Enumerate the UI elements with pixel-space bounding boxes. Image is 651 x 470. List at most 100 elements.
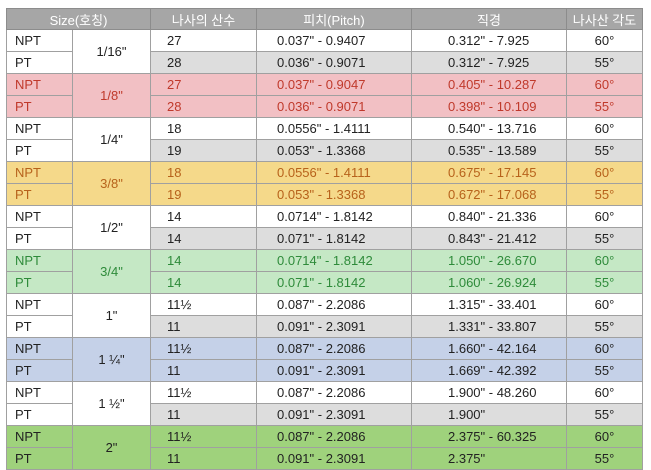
size-cell: 3/8"	[72, 161, 151, 206]
angle-cell: 60°	[566, 73, 643, 96]
thread-type-cell: PT	[6, 271, 73, 294]
diameter-cell: 0.312" - 7.925	[411, 29, 567, 52]
size-cell: 1 ¼"	[72, 337, 151, 382]
diameter-cell: 1.669" - 42.392	[411, 359, 567, 382]
table-row: NPT 1/8" 27 0.037" - 0.9047 0.405" - 10.287 6…	[6, 73, 643, 118]
pitch-cell: 0.053" - 1.3368	[256, 183, 412, 206]
diameter-cell: 0.312" - 7.925	[411, 51, 567, 74]
pitch-cell: 0.087" - 2.2086	[256, 425, 412, 448]
thread-type-cell: NPT	[6, 381, 73, 404]
tpi-cell: 19	[150, 139, 257, 162]
pitch-cell: 0.0714" - 1.8142	[256, 205, 412, 228]
thread-spec-table: Size(호칭) 나사의 산수 피치(Pitch) 직경 나사산 각도 NPT 1…	[6, 8, 643, 470]
angle-cell: 55°	[566, 447, 643, 470]
pitch-cell: 0.071" - 1.8142	[256, 271, 412, 294]
tpi-cell: 11½	[150, 425, 257, 448]
tpi-cell: 18	[150, 117, 257, 140]
pitch-cell: 0.091" - 2.3091	[256, 403, 412, 426]
table-row: PT 11 0.091" - 2.3091 1.669" - 42.392 55°	[6, 359, 643, 382]
diameter-cell: 0.843" - 21.412	[411, 227, 567, 250]
angle-cell: 60°	[566, 381, 643, 404]
thread-type-cell: PT	[6, 183, 73, 206]
thread-type-cell: NPT	[6, 293, 73, 316]
size-cell: 3/4"	[72, 249, 151, 294]
tpi-cell: 18	[150, 161, 257, 184]
size-cell: 2"	[72, 425, 151, 470]
angle-cell: 55°	[566, 95, 643, 118]
thread-type-cell: NPT	[6, 249, 73, 272]
angle-cell: 60°	[566, 293, 643, 316]
table-row: PT 14 0.071" - 1.8142 0.843" - 21.412 55°	[6, 227, 643, 250]
table-body: NPT 1/16" 27 0.037" - 0.9407 0.312" - 7.925 6…	[6, 29, 643, 470]
pitch-cell: 0.091" - 2.3091	[256, 315, 412, 338]
angle-cell: 55°	[566, 315, 643, 338]
tpi-cell: 11	[150, 447, 257, 470]
pitch-cell: 0.037" - 0.9047	[256, 73, 412, 96]
pitch-cell: 0.087" - 2.2086	[256, 293, 412, 316]
tpi-cell: 14	[150, 271, 257, 294]
pitch-cell: 0.091" - 2.3091	[256, 447, 412, 470]
angle-cell: 60°	[566, 425, 643, 448]
thread-type-cell: NPT	[6, 161, 73, 184]
diameter-cell: 0.840" - 21.336	[411, 205, 567, 228]
thread-type-cell: NPT	[6, 337, 73, 360]
pitch-cell: 0.091" - 2.3091	[256, 359, 412, 382]
tpi-cell: 28	[150, 51, 257, 74]
thread-type-cell: NPT	[6, 425, 73, 448]
table-row: PT 11 0.091" - 2.3091 1.331" - 33.807 55°	[6, 315, 643, 338]
tpi-cell: 11	[150, 359, 257, 382]
table-row: PT 19 0.053" - 1.3368 0.535" - 13.589 55°	[6, 139, 643, 162]
angle-cell: 55°	[566, 271, 643, 294]
angle-cell: 55°	[566, 403, 643, 426]
diameter-cell: 1.900" - 48.260	[411, 381, 567, 404]
table-row: PT 14 0.071" - 1.8142 1.060" - 26.924 55°	[6, 271, 643, 294]
diameter-cell: 2.375"	[411, 447, 567, 470]
diameter-cell: 0.675" - 17.145	[411, 161, 567, 184]
table-row: NPT 3/4" 14 0.0714" - 1.8142 1.050" - 26.670…	[6, 249, 643, 294]
table-row: NPT 1 ¼" 11½ 0.087" - 2.2086 1.660" - 42.164…	[6, 337, 643, 382]
thread-type-cell: PT	[6, 227, 73, 250]
angle-cell: 60°	[566, 161, 643, 184]
thread-type-cell: NPT	[6, 117, 73, 140]
tpi-cell: 14	[150, 227, 257, 250]
size-cell: 1/8"	[72, 73, 151, 118]
table-row: NPT 2" 11½ 0.087" - 2.2086 2.375" - 60.325 60…	[6, 425, 643, 470]
angle-cell: 60°	[566, 337, 643, 360]
pitch-cell: 0.036" - 0.9071	[256, 51, 412, 74]
tpi-cell: 11½	[150, 293, 257, 316]
pitch-cell: 0.071" - 1.8142	[256, 227, 412, 250]
table-row: PT 11 0.091" - 2.3091 1.900" 55°	[6, 403, 643, 426]
angle-cell: 55°	[566, 227, 643, 250]
diameter-cell: 0.672" - 17.068	[411, 183, 567, 206]
size-cell: 1/2"	[72, 205, 151, 250]
size-cell: 1/4"	[72, 117, 151, 162]
thread-type-cell: PT	[6, 139, 73, 162]
header-tpi: 나사의 산수	[150, 8, 257, 30]
diameter-cell: 1.315" - 33.401	[411, 293, 567, 316]
pitch-cell: 0.0556" - 1.4111	[256, 117, 412, 140]
diameter-cell: 1.900"	[411, 403, 567, 426]
tpi-cell: 19	[150, 183, 257, 206]
thread-type-cell: PT	[6, 51, 73, 74]
thread-type-cell: PT	[6, 403, 73, 426]
thread-type-cell: PT	[6, 95, 73, 118]
angle-cell: 55°	[566, 51, 643, 74]
diameter-cell: 1.331" - 33.807	[411, 315, 567, 338]
tpi-cell: 11½	[150, 337, 257, 360]
size-cell: 1 ½"	[72, 381, 151, 426]
table-row: NPT 1/16" 27 0.037" - 0.9407 0.312" - 7.925 6…	[6, 29, 643, 74]
header-angle: 나사산 각도	[566, 8, 643, 30]
diameter-cell: 1.060" - 26.924	[411, 271, 567, 294]
thread-type-cell: NPT	[6, 29, 73, 52]
table-row: NPT 1 ½" 11½ 0.087" - 2.2086 1.900" - 48.260…	[6, 381, 643, 426]
table-row: NPT 3/8" 18 0.0556" - 1.4111 0.675" - 17.145…	[6, 161, 643, 206]
pitch-cell: 0.0714" - 1.8142	[256, 249, 412, 272]
size-cell: 1/16"	[72, 29, 151, 74]
angle-cell: 55°	[566, 359, 643, 382]
size-cell: 1"	[72, 293, 151, 338]
thread-type-cell: NPT	[6, 73, 73, 96]
pitch-cell: 0.087" - 2.2086	[256, 381, 412, 404]
thread-type-cell: NPT	[6, 205, 73, 228]
pitch-cell: 0.037" - 0.9407	[256, 29, 412, 52]
diameter-cell: 1.660" - 42.164	[411, 337, 567, 360]
